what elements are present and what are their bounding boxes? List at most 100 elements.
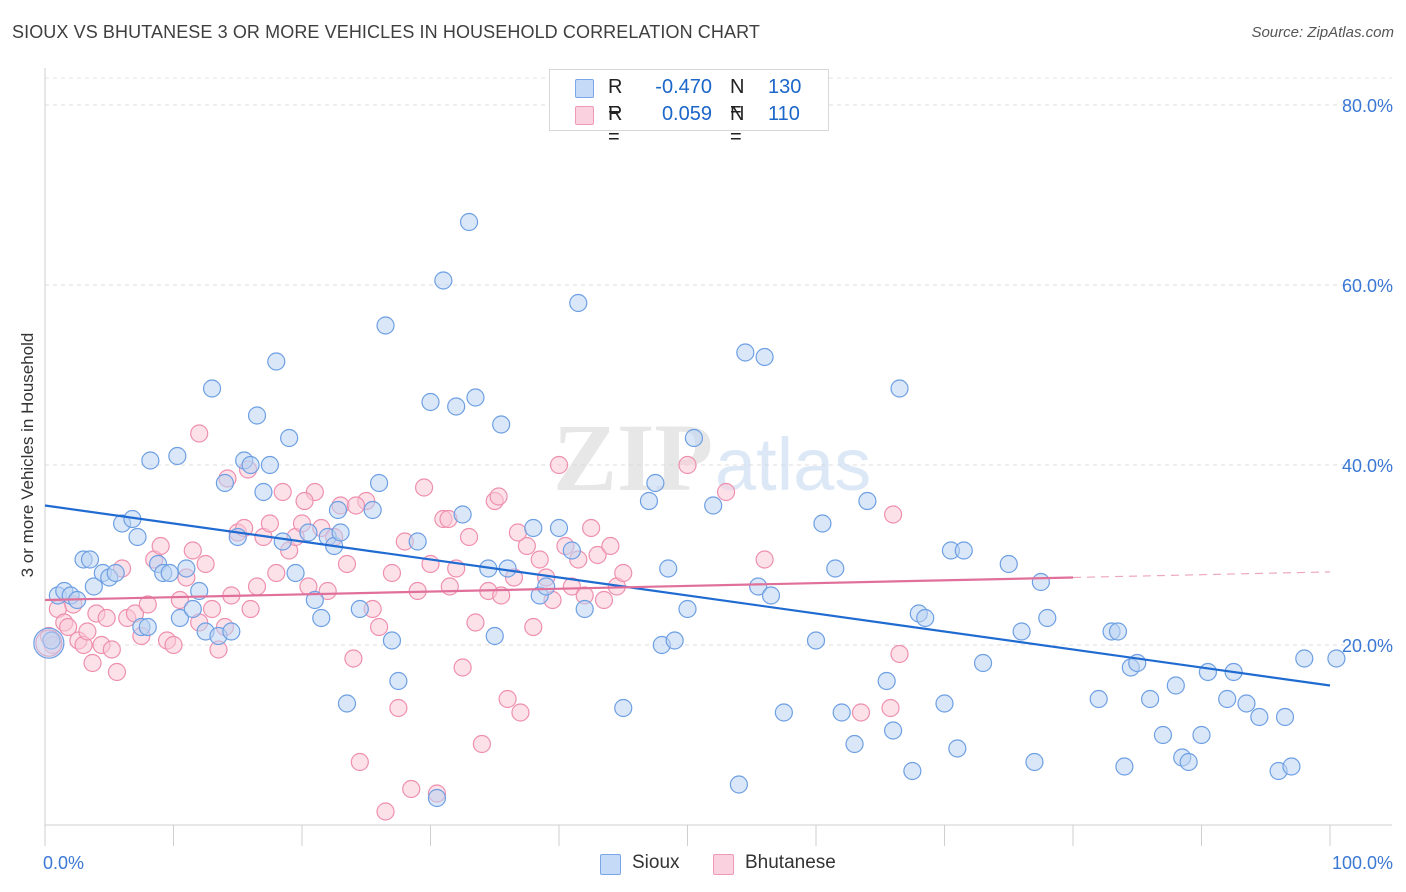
- sioux-point: [877, 671, 896, 691]
- bhutanese-point: [414, 478, 434, 497]
- sioux-point: [614, 698, 633, 718]
- bhutanese-point: [883, 505, 903, 524]
- bhutanese-point: [549, 455, 569, 475]
- correlation-legend: R = -0.470 N = 130 R = 0.059 N = 110: [549, 69, 829, 148]
- legend-r-label: R =: [608, 103, 623, 148]
- sioux-point: [453, 505, 472, 524]
- bhutanese-point: [472, 734, 491, 754]
- bhutanese-point: [678, 455, 697, 475]
- bhutanese-point: [241, 599, 260, 619]
- bhutanese-point: [164, 635, 183, 655]
- sioux-point: [459, 212, 479, 232]
- sioux-point: [190, 581, 209, 601]
- sioux-point: [254, 482, 273, 502]
- bhutanese-point: [151, 536, 170, 556]
- sioux-point: [222, 622, 241, 641]
- sioux-points: [33, 212, 1346, 808]
- legend-n-label: N =: [730, 76, 745, 121]
- bhutanese-point: [59, 617, 78, 637]
- bhutanese-trend-line: [44, 576, 1074, 602]
- bhutanese-point: [466, 613, 485, 632]
- bhutanese-point: [337, 554, 357, 574]
- bhutanese-point: [440, 577, 459, 596]
- bhutanese-point: [318, 581, 337, 601]
- bottom-legend-swatch-sioux: [600, 854, 621, 875]
- bhutanese-point: [346, 496, 366, 515]
- sioux-point: [1012, 622, 1031, 641]
- sioux-trend-line: [44, 504, 1331, 687]
- sioux-point: [183, 599, 202, 619]
- sioux-point: [177, 559, 196, 578]
- sioux-point: [903, 761, 922, 781]
- bhutanese-point: [183, 541, 202, 560]
- sioux-point: [305, 590, 324, 610]
- bhutanese-point: [389, 698, 408, 718]
- y-tick-label: 40.0%: [1342, 456, 1393, 476]
- sioux-point: [331, 523, 350, 542]
- bhutanese-point: [517, 536, 536, 556]
- watermark: ZIP atlas: [553, 404, 871, 511]
- bhutanese-point: [588, 545, 607, 565]
- sioux-point: [659, 559, 678, 578]
- bhutanese-point: [247, 577, 267, 596]
- sioux-point: [736, 343, 755, 362]
- sioux-point: [280, 428, 299, 448]
- sioux-point: [1218, 689, 1237, 709]
- sioux-point: [826, 559, 845, 578]
- sioux-point: [1166, 676, 1185, 695]
- sioux-point: [858, 491, 877, 511]
- legend-n-value: 110: [768, 103, 800, 125]
- sioux-point: [408, 532, 427, 551]
- sioux-point: [524, 518, 543, 538]
- sioux-point: [749, 577, 768, 596]
- sioux-point: [350, 599, 369, 619]
- bhutanese-point: [594, 590, 614, 610]
- watermark-atlas: atlas: [715, 423, 871, 506]
- tick-labels: 20.0% 40.0% 60.0% 80.0% 0.0% 100.0%: [43, 96, 1393, 873]
- sioux-point: [328, 500, 348, 520]
- bhutanese-point: [202, 599, 222, 619]
- legend-swatch-bhutanese: [575, 106, 594, 125]
- trend-lines: [44, 504, 1331, 687]
- sioux-point: [106, 563, 125, 583]
- bhutanese-point: [267, 563, 286, 583]
- bhutanese-point: [260, 514, 279, 533]
- sioux-point: [973, 653, 993, 673]
- bhutanese-point: [755, 550, 774, 569]
- sioux-point: [485, 626, 504, 646]
- bhutanese-trend-extension: [1072, 571, 1331, 579]
- bhutanese-point: [295, 491, 314, 511]
- sioux-point: [447, 397, 466, 416]
- sioux-point: [370, 473, 389, 493]
- sioux-point: [948, 739, 967, 758]
- bhutanese-point: [890, 644, 909, 664]
- sioux-point: [1275, 707, 1295, 727]
- sioux-point: [890, 379, 909, 398]
- sioux-point: [466, 388, 485, 407]
- sioux-point: [729, 775, 749, 794]
- bhutanese-point: [881, 698, 900, 718]
- legend-n-value: 130: [768, 76, 802, 98]
- bhutanese-point: [83, 653, 102, 673]
- sioux-point: [1237, 694, 1256, 713]
- bhutanese-point: [614, 563, 633, 583]
- legend-r-label: R =: [608, 76, 623, 121]
- bottom-legend-label-sioux: Sioux: [632, 852, 680, 873]
- x-tick-label-min: 0.0%: [43, 853, 84, 873]
- bhutanese-point: [138, 595, 157, 614]
- bhutanese-point: [402, 779, 421, 799]
- legend-r-value: -0.470: [655, 76, 712, 98]
- chart-title: SIOUX VS BHUTANESE 3 OR MORE VEHICLES IN…: [12, 22, 760, 42]
- sioux-point: [84, 577, 103, 596]
- bhutanese-point: [382, 563, 402, 583]
- bottom-legend-swatch-bhutanese: [713, 854, 734, 875]
- grid-lines: [45, 77, 1392, 646]
- bhutanese-point: [170, 590, 190, 610]
- sioux-point: [389, 671, 408, 691]
- sioux-point: [774, 703, 793, 722]
- axes: [44, 68, 1392, 846]
- sioux-point: [806, 631, 826, 650]
- sioux-point: [434, 271, 453, 290]
- bhutanese-point: [196, 554, 215, 574]
